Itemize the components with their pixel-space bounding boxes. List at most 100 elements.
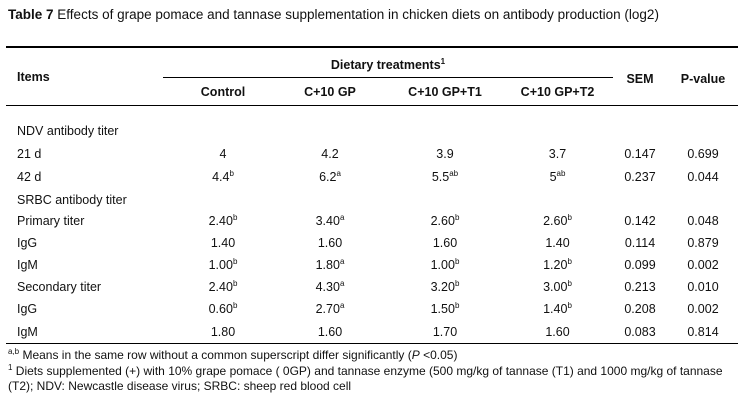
table-cell: 3.00b [500,279,615,294]
pvalue-cell: 0.814 [687,325,719,339]
footnote1-end: <0.05) [419,348,458,362]
cell-value: 3.00 [543,280,568,294]
table-cell: 1.40 [163,236,283,250]
table-cell: 2.60b [500,212,615,228]
cell-value: 2.60 [430,214,455,228]
cell-superscript: a [339,212,345,222]
cell-value: 2.40 [208,280,233,294]
pvalue-cell: 0.010 [687,280,719,294]
table-cell: 2.40b [163,212,283,228]
table-cell: 3.9 [385,147,505,161]
sem-cell: 0.213 [624,280,656,294]
cell-value: 3.40 [315,214,340,228]
table-cell: 1.60 [385,236,505,250]
cell-value: 5 [549,170,557,184]
table-cell: 1.70 [385,325,505,339]
sem-cell: 0.142 [624,214,656,228]
table-cell: 1.80a [275,256,385,272]
row-label: IgG [17,302,38,316]
top-rule [6,46,738,48]
row-label: IgG [17,236,38,250]
cell-value: 1.00 [208,258,233,272]
cell-value: 1.60 [432,236,458,250]
cell-superscript: ab [556,168,566,178]
header-sem: SEM [626,72,654,86]
cell-superscript: b [232,212,238,222]
table-cell: 4.4b [163,168,283,184]
header-dietary-treatments: Dietary treatments1 [163,56,613,72]
table-cell: 1.00b [385,257,505,272]
table-cell: 1.60 [275,325,385,339]
cell-superscript: a [339,256,345,266]
table-cell: 5ab [500,168,615,184]
table-label: Table 7 [8,7,54,22]
cell-value: 1.20 [543,258,568,272]
table-cell: 2.40b [163,278,283,294]
cell-superscript: b [454,278,460,288]
footnote1-text: Means in the same row without a common s… [19,348,412,362]
cell-value: 1.60 [545,325,570,339]
footnote-significance: a,b Means in the same row without a comm… [8,348,738,363]
row-label: IgM [17,325,38,339]
cell-value: 1.00 [430,258,455,272]
pvalue-cell: 0.879 [687,236,719,250]
sem-cell: 0.237 [624,170,656,184]
section-label: NDV antibody titer [17,124,119,138]
cell-value: 3.20 [430,280,455,294]
cell-value: 3.9 [436,147,454,161]
sem-cell: 0.208 [624,302,656,316]
cell-superscript: b [567,300,572,310]
table-cell: 4.2 [275,147,385,161]
table-cell: 1.50b [385,301,505,316]
pvalue-cell: 0.002 [687,258,719,272]
header-items: Items [17,70,50,84]
header-dietary-sup: 1 [440,56,446,66]
cell-superscript: b [229,168,234,178]
table-cell: 5.5ab [385,168,505,184]
cell-value: 4.30 [315,280,340,294]
cell-superscript: b [232,256,238,266]
sem-cell: 0.114 [624,236,656,250]
header-bottom-rule [6,105,738,106]
table-cell: 1.40 [500,236,615,250]
row-label: Secondary titer [17,280,102,294]
cell-superscript: b [567,256,572,266]
cell-value: 4 [219,147,227,161]
section-label: SRBC antibody titer [17,193,127,207]
pvalue-cell: 0.048 [687,214,719,228]
cell-value: 1.50 [430,302,455,316]
footnote-diets: 1 Diets supplemented (+) with 10% grape … [8,364,738,394]
pvalue-cell: 0.044 [687,170,719,184]
table-cell: 2.60b [385,213,505,228]
pvalue-cell: 0.002 [687,302,719,316]
cell-value: 4.2 [321,147,339,161]
footnote1-sup: a,b [8,347,20,356]
cell-value: 1.40 [210,236,236,250]
table-cell: 1.40b [500,300,615,316]
cell-value: 3.7 [548,147,567,161]
header-subrule [163,77,613,78]
table-cell: 0.60b [163,301,283,316]
bottom-rule [6,343,738,344]
sem-cell: 0.099 [624,258,656,272]
header-col-control: Control [200,85,246,99]
table-cell: 3.20b [385,278,505,294]
header-col-gp: C+10 GP [304,85,356,99]
cell-superscript: ab [449,168,459,178]
header-col-gp-t2: C+10 GP+T2 [520,85,595,99]
row-label: 21 d [17,147,42,161]
cell-superscript: b [567,212,572,222]
cell-value: 2.60 [543,214,568,228]
cell-superscript: b [232,278,238,288]
cell-value: 1.80 [315,258,340,272]
sem-cell: 0.147 [624,147,656,161]
cell-superscript: a [339,300,345,310]
cell-value: 5.5 [431,170,450,184]
table-cell: 1.60 [500,325,615,339]
cell-value: 1.60 [317,236,343,250]
cell-value: 1.40 [545,236,570,250]
table-cell: 1.00b [163,256,283,272]
header-col-gp-t1: C+10 GP+T1 [408,85,482,99]
cell-value: 6.2 [319,170,337,184]
cell-value: 4.4 [212,170,230,184]
